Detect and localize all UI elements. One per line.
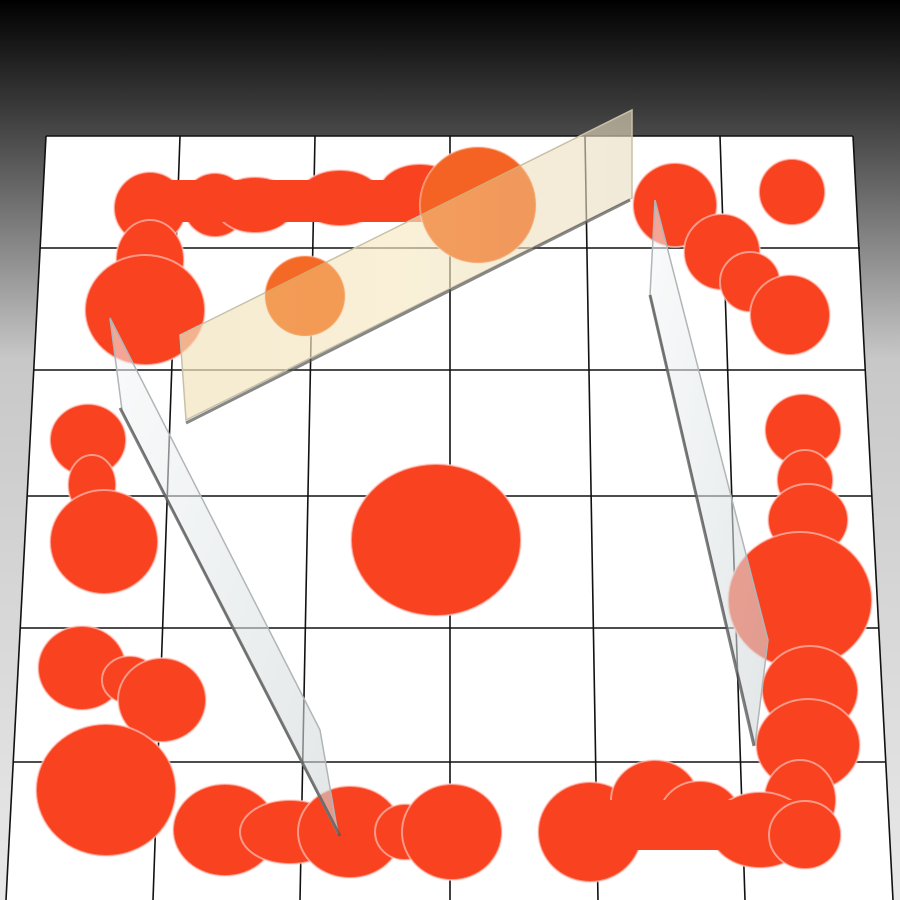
blob-center bbox=[350, 463, 522, 617]
grid-col-line bbox=[584, 135, 599, 900]
glass-panel-left bbox=[109, 317, 342, 837]
grid-col-line bbox=[852, 135, 894, 900]
blob-bottom-left bbox=[37, 625, 207, 743]
grid-col-line bbox=[5, 135, 47, 900]
blob-top-right-dot bbox=[758, 158, 826, 226]
blob-bottom-right-corner bbox=[537, 759, 842, 883]
blob-left-column bbox=[49, 403, 159, 595]
blob-bottom-left-big bbox=[35, 723, 177, 857]
glass-panel-right bbox=[648, 199, 769, 747]
blob-top-right-chain bbox=[632, 162, 831, 356]
glass-panel-top bbox=[179, 108, 633, 425]
blob-bottom-mid bbox=[172, 783, 503, 881]
